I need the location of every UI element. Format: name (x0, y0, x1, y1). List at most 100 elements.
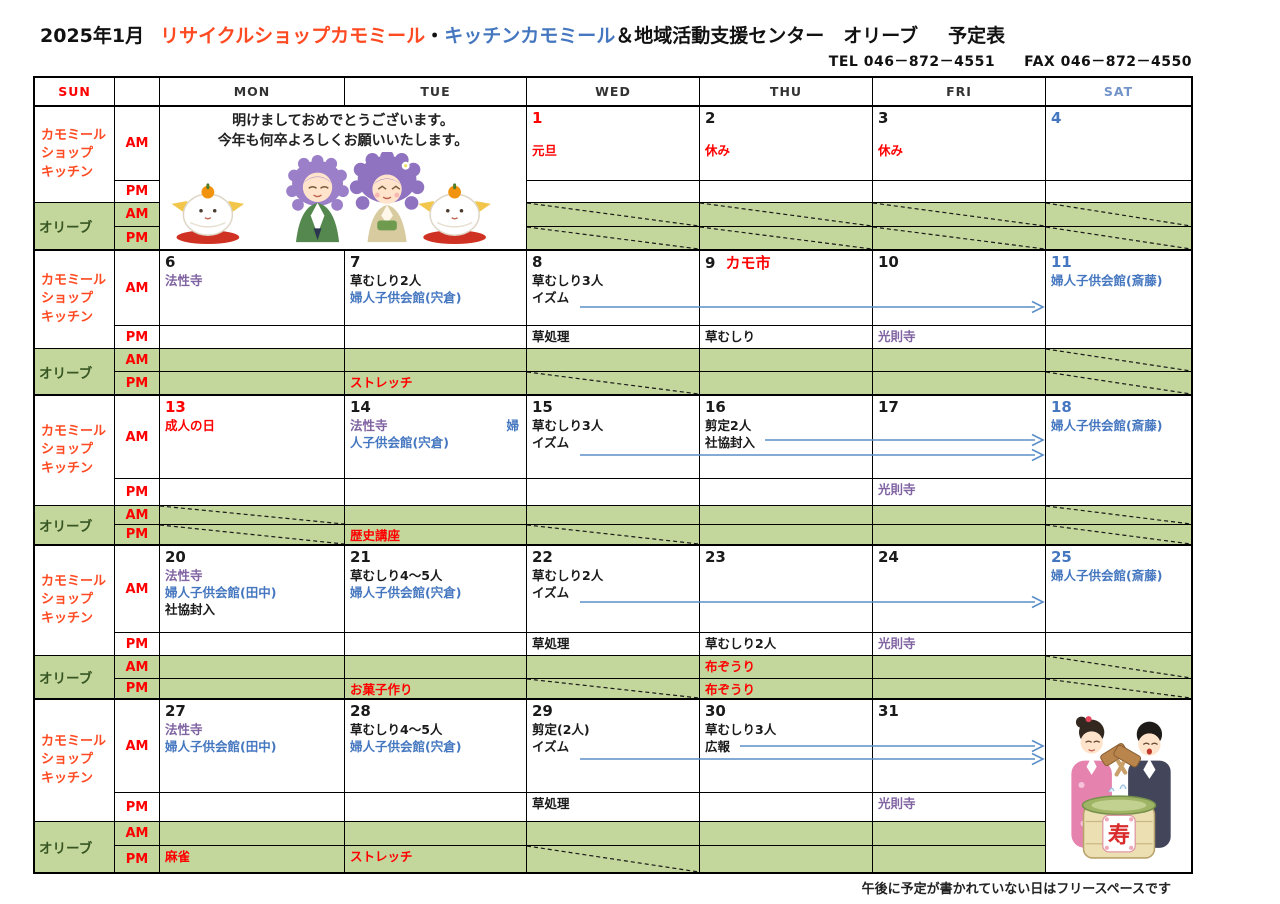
olive-pm-row-label: PM (115, 846, 160, 872)
entry-line: 光則寺 (878, 795, 1040, 812)
hatch-diagonal-line (873, 203, 1045, 226)
kamomile-label-line: キッチン (41, 164, 94, 180)
entry-line: 光則寺 (878, 328, 1040, 345)
kitchen-am-row-label: AM (115, 107, 160, 181)
pm-cell-sat (1046, 479, 1191, 506)
entry-line: イズム (532, 434, 694, 451)
entry-text: イズム (532, 585, 570, 600)
schedule-table: SUN MON TUE WED THU FRI SAT カモミール ショップ キッチ… (33, 76, 1193, 874)
pm-cell-thu (700, 793, 873, 822)
oam-cell-thu (700, 822, 873, 846)
opm-cell-thu (700, 525, 873, 544)
entry-line: 光則寺 (878, 481, 1040, 498)
kamomile-label-line: ショップ (41, 442, 94, 458)
weekday-header-row: SUN MON TUE WED THU FRI SAT (35, 78, 1191, 105)
kamomile-label-line: キッチン (41, 309, 94, 325)
ampm-label-text: AM (125, 659, 149, 675)
oam-cell-wed (527, 203, 700, 227)
opm-cell-thu (700, 372, 873, 394)
olive-pm-row-label: PM (115, 227, 160, 249)
day-number: 23 (705, 548, 726, 566)
ampm-label-text: PM (125, 329, 149, 345)
opm-cell-wed (527, 525, 700, 544)
olive-pm-row-label: PM (115, 679, 160, 698)
entry-line: 婦人子供会館(田中) (165, 738, 339, 755)
am-cell-tue: 21 草むしり4～5人 婦人子供会館(宍倉) (345, 546, 527, 633)
ampm-label-text: PM (125, 636, 149, 652)
olive-label-text: オリーブ (39, 365, 93, 382)
am-cell-thu: 23 (700, 546, 873, 633)
pm-cell-fri: 光則寺 (873, 633, 1046, 656)
white-snake-mascot-right (418, 182, 491, 244)
kamomile-label-line: ショップ (41, 752, 94, 768)
am-cell-wed: 29 剪定(2人) イズム (527, 700, 700, 793)
header-wed: WED (527, 78, 700, 105)
oam-cell-wed (527, 656, 700, 679)
opm-cell-sat (1046, 525, 1191, 544)
oam-cell-fri (873, 349, 1046, 372)
opm-cell-wed (527, 846, 700, 872)
greeting-line-1: 明けましておめでとうございます。 (232, 113, 454, 129)
entry-line: イズム (532, 584, 694, 601)
kitchen-pm-row-label: PM (115, 326, 160, 349)
day-number-line: 13 (165, 397, 339, 417)
entry-line: 草むしり3人 (705, 721, 867, 738)
entry-line: 草むしり3人 (532, 272, 694, 289)
hatch-diagonal-line (527, 525, 699, 544)
am-cell-tue: 7 草むしり2人 婦人子供会館(宍倉) (345, 251, 527, 326)
entry-line: 歴史講座 (350, 527, 521, 544)
entry-text: 休み (878, 143, 904, 158)
olive-label-text: オリーブ (39, 671, 93, 687)
entry-line: 婦人子供会館(斎藤) (1051, 272, 1186, 289)
olive-am-row-label: AM (115, 203, 160, 227)
olive-label-text: オリーブ (39, 220, 93, 236)
entry-text: 婦人子供会館(斎藤) (1051, 568, 1163, 583)
kitchen-pm-row-label: PM (115, 793, 160, 822)
entry-text: 社協封入 (165, 602, 216, 617)
day-number: 24 (878, 548, 899, 566)
entry-text: 布ぞうり (705, 659, 756, 674)
oam-cell-sat (1046, 656, 1191, 679)
header-tue: TUE (345, 78, 527, 105)
day-number: 22 (532, 548, 553, 566)
am-cell-sat: 25 婦人子供会館(斎藤) (1046, 546, 1191, 633)
pm-cell-thu (700, 181, 873, 203)
day-number-line: 9 カモ市 (705, 252, 867, 273)
day-number: 21 (350, 548, 371, 566)
day-number-line: 28 (350, 701, 521, 721)
hatch-diagonal-line (160, 506, 344, 524)
am-cell-sat: 18 婦人子供会館(斎藤) (1046, 396, 1191, 479)
day-number-line: 24 (878, 547, 1040, 567)
entry-text: 光則寺 (878, 482, 916, 497)
kitchen-pm-row-label: PM (115, 479, 160, 506)
olive-label: オリーブ (35, 506, 115, 544)
kamomile-shop-kitchen-label: カモミール ショップ キッチン (35, 107, 115, 203)
olive-pm-row-label: PM (115, 525, 160, 544)
pm-cell-mon (160, 793, 345, 822)
oam-cell-mon (160, 349, 345, 372)
ampm-label-text: PM (125, 184, 149, 199)
opm-cell-mon (160, 372, 345, 394)
day-number: 6 (165, 253, 176, 271)
ampm-label-text: AM (125, 280, 149, 296)
am-cell-fri: 3 休み (873, 107, 1046, 181)
oam-cell-thu (700, 203, 873, 227)
oam-cell-fri (873, 822, 1046, 846)
opm-cell-thu: 布ぞうり (700, 679, 873, 698)
day-number: 13 (165, 398, 186, 416)
page-title: 2025年1月 リサイクルショップカモミール・キッチンカモミール＆地域活動支援セン… (40, 21, 1005, 48)
opm-cell-thu (700, 227, 873, 249)
day-number: 16 (705, 398, 726, 416)
pm-cell-wed: 草処理 (527, 326, 700, 349)
day-number: 3 (878, 109, 889, 127)
entry-text: 社協封入 (705, 435, 756, 450)
entry-line: 草むしり2人 (705, 635, 867, 652)
opm-cell-fri (873, 372, 1046, 394)
pm-cell-mon (160, 326, 345, 349)
kamomile-label-line: ショップ (41, 592, 94, 608)
pm-cell-fri (873, 181, 1046, 203)
day-number: 17 (878, 398, 899, 416)
day-number-line: 29 (532, 701, 694, 721)
entry-line: 法性寺 婦 (350, 417, 521, 434)
day-number: 31 (878, 702, 899, 720)
